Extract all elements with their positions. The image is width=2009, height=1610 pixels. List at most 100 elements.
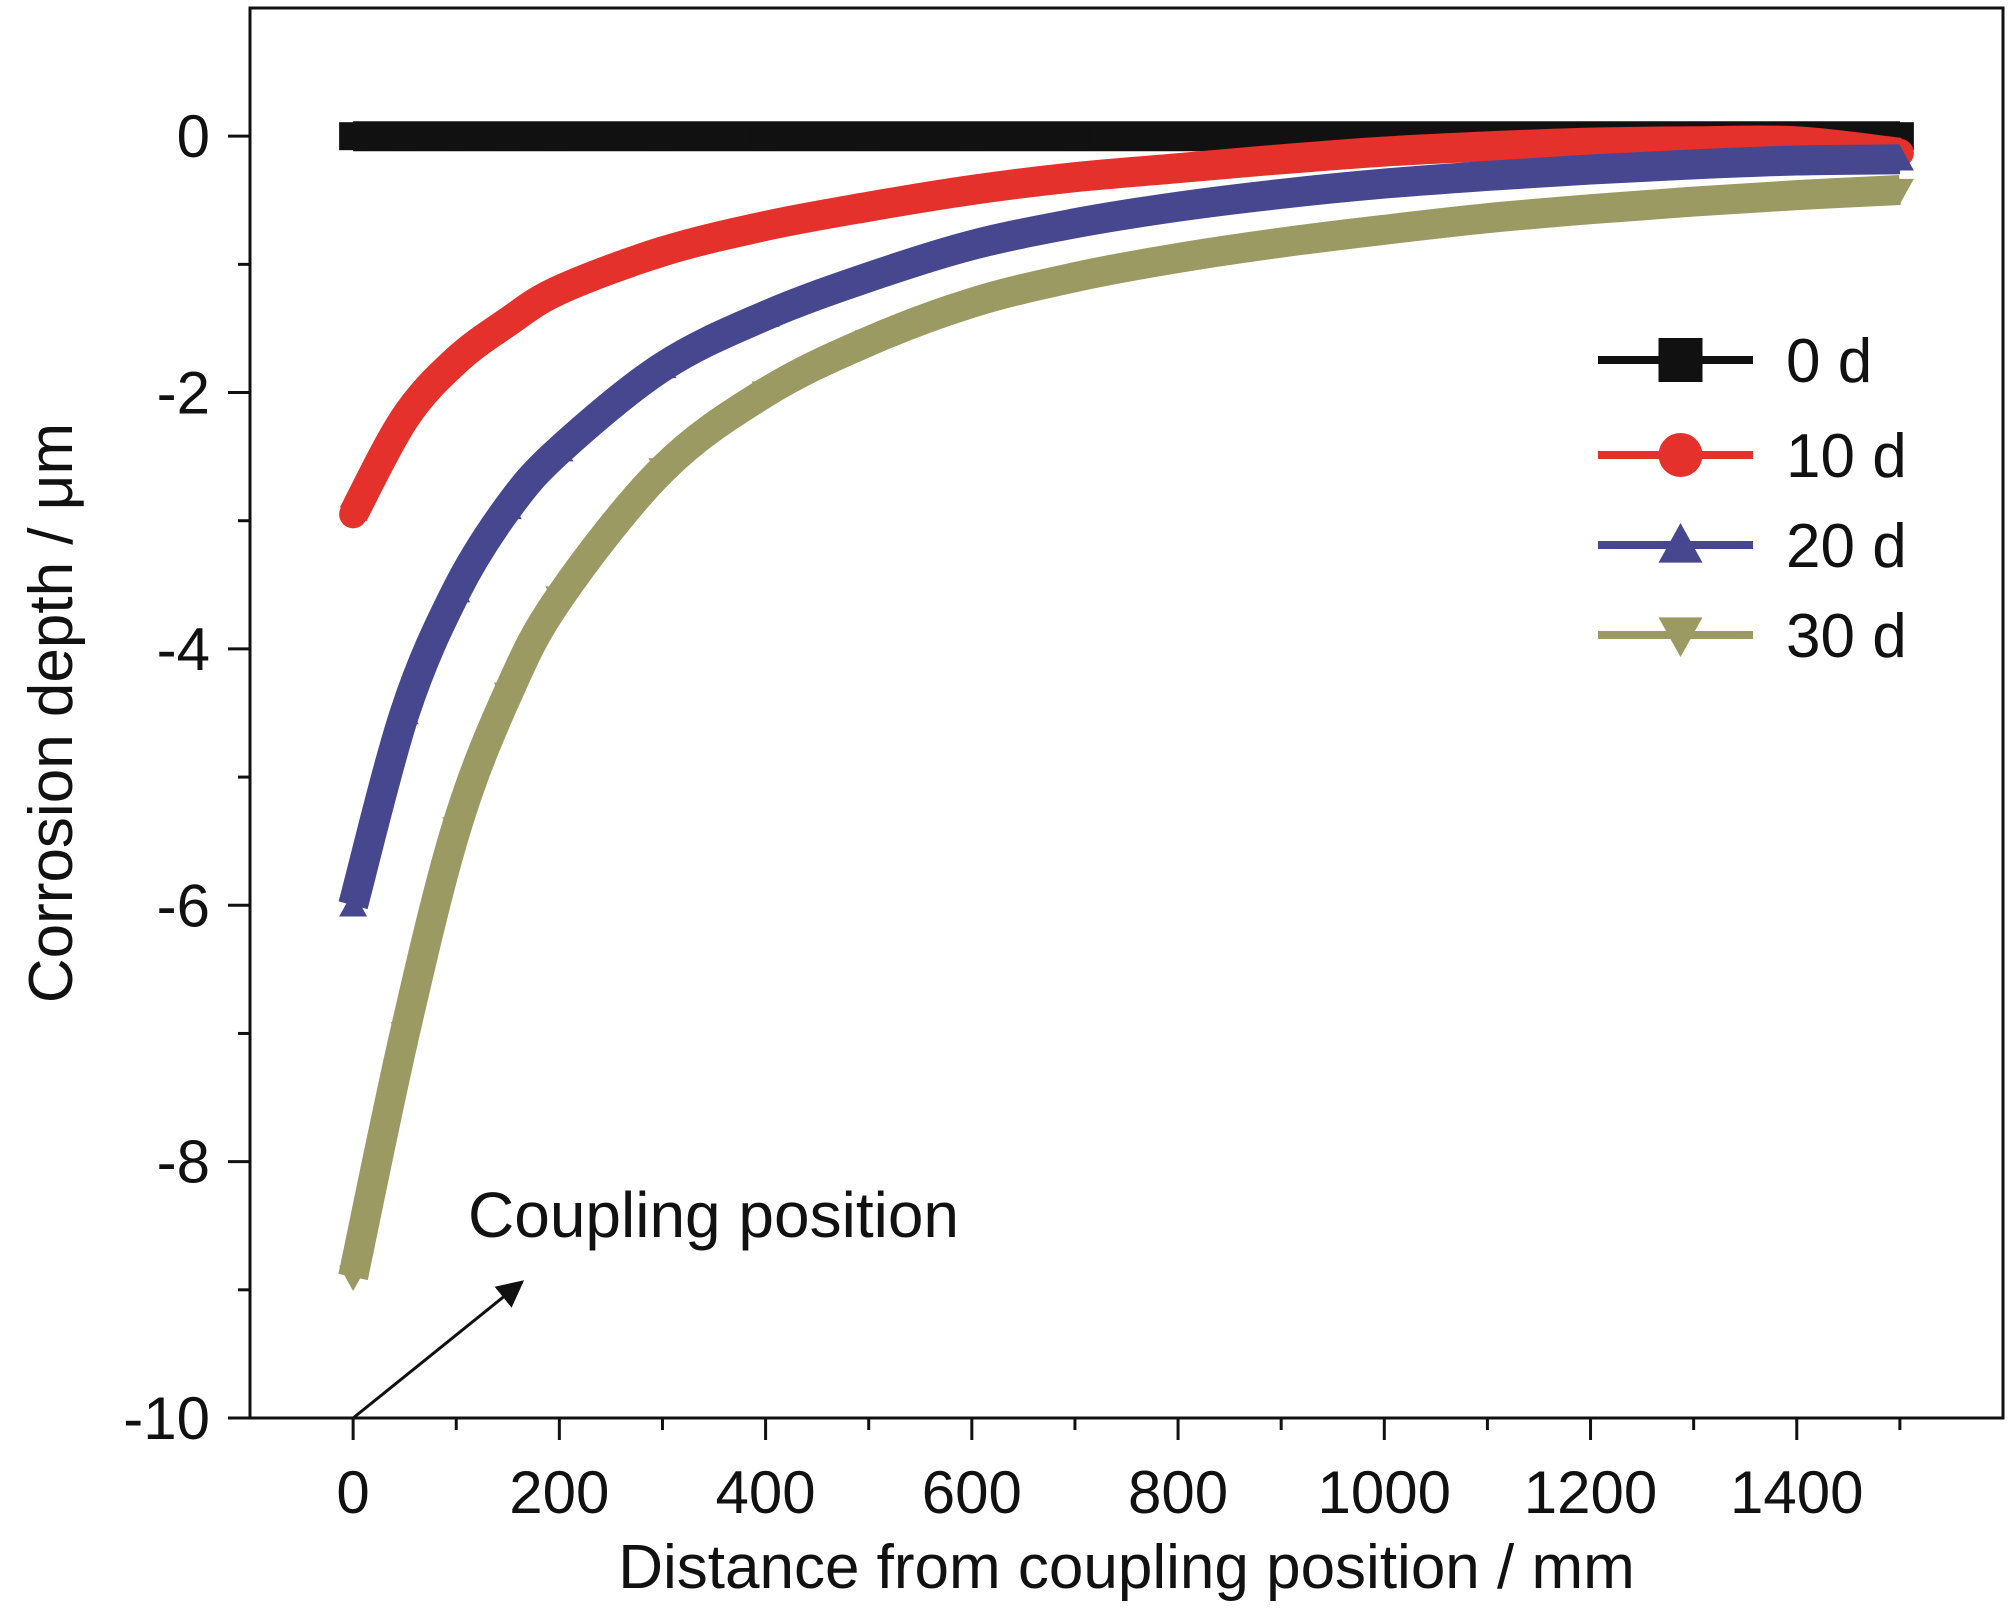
data-point bbox=[1164, 246, 1193, 272]
data-point bbox=[339, 1265, 368, 1291]
data-point bbox=[1679, 127, 1708, 156]
x-tick-label: 0 bbox=[336, 1459, 369, 1526]
x-tick-label: 1200 bbox=[1524, 1459, 1657, 1526]
data-point bbox=[1370, 218, 1399, 244]
plot-frame bbox=[248, 6, 2005, 1420]
data-point bbox=[493, 493, 522, 520]
data-point bbox=[1267, 179, 1296, 206]
data-point bbox=[1473, 207, 1502, 233]
data-point bbox=[854, 263, 883, 289]
data-point bbox=[1782, 183, 1811, 210]
y-tick-label: -2 bbox=[157, 360, 210, 427]
y-axis-title: Corrosion depth / μm bbox=[17, 423, 86, 1003]
x-tick-label: 200 bbox=[509, 1459, 609, 1526]
annotation-text: Coupling position bbox=[468, 1179, 959, 1251]
data-point bbox=[854, 330, 883, 356]
data-point bbox=[442, 577, 471, 603]
data-point bbox=[957, 291, 986, 317]
data-point bbox=[1679, 190, 1708, 216]
data-point bbox=[493, 308, 522, 337]
data-point bbox=[751, 381, 780, 407]
data-point bbox=[1576, 128, 1605, 157]
data-point bbox=[854, 192, 883, 221]
legend-item: 20 d bbox=[1598, 512, 1907, 581]
x-tick-label: 800 bbox=[1128, 1459, 1228, 1526]
y-tick-label: 0 bbox=[177, 103, 210, 170]
y-tick-label: -10 bbox=[123, 1385, 210, 1452]
data-point bbox=[1060, 122, 1089, 151]
legend-label: 10 d bbox=[1786, 422, 1907, 491]
data-point bbox=[1473, 161, 1502, 188]
data-point bbox=[545, 586, 574, 612]
data-point bbox=[648, 122, 677, 151]
data-point bbox=[545, 276, 574, 304]
data-point bbox=[1885, 178, 1914, 205]
data-point bbox=[1782, 146, 1811, 172]
data-point bbox=[1267, 145, 1296, 174]
data-point bbox=[1060, 209, 1089, 235]
data-point bbox=[442, 346, 471, 375]
data-point bbox=[545, 436, 574, 462]
legend-item: 0 d bbox=[1598, 327, 1872, 396]
data-point bbox=[648, 458, 677, 484]
annotation-arrow bbox=[352, 1280, 525, 1420]
legend-marker bbox=[1658, 523, 1703, 563]
data-point bbox=[1885, 145, 1914, 171]
data-point bbox=[957, 176, 986, 205]
x-tick-label: 600 bbox=[922, 1459, 1022, 1526]
data-point bbox=[1473, 132, 1502, 161]
data-point bbox=[1370, 169, 1399, 195]
data-point bbox=[442, 122, 471, 151]
axes: 0 200 400 600 800 1000 1200 1400 0 -2 -4 -6 -8 -10 bbox=[123, 6, 2005, 1526]
legend: 0 d 10 d 20 d 30 d bbox=[1598, 327, 1907, 671]
legend-item: 30 d bbox=[1598, 602, 1907, 671]
data-point bbox=[493, 122, 522, 151]
data-point bbox=[493, 682, 522, 708]
legend-label: 0 d bbox=[1786, 327, 1872, 396]
data-point bbox=[957, 122, 986, 151]
data-point bbox=[1164, 122, 1193, 151]
data-point bbox=[854, 122, 883, 151]
annotation: Coupling position bbox=[352, 1179, 959, 1420]
data-point bbox=[648, 237, 677, 266]
data-point bbox=[1267, 231, 1296, 257]
data-point bbox=[1576, 155, 1605, 181]
x-tick-label: 1400 bbox=[1730, 1459, 1863, 1526]
y-tick-label: -4 bbox=[157, 616, 210, 683]
legend-marker bbox=[1658, 433, 1703, 477]
data-point bbox=[390, 404, 419, 433]
data-point bbox=[390, 122, 419, 151]
x-axis-title: Distance from coupling position / mm bbox=[618, 1533, 1635, 1602]
data-point bbox=[339, 122, 368, 151]
data-point bbox=[390, 1022, 419, 1048]
legend-label: 20 d bbox=[1786, 512, 1907, 581]
data-point bbox=[1060, 265, 1089, 292]
series-30-d bbox=[338, 175, 1914, 1291]
data-point bbox=[545, 122, 574, 151]
legend-marker bbox=[1658, 338, 1703, 382]
data-point bbox=[1576, 198, 1605, 224]
data-point bbox=[339, 891, 368, 917]
data-point bbox=[1370, 137, 1399, 166]
data-point bbox=[339, 500, 368, 529]
data-point bbox=[390, 699, 419, 725]
x-tick-label: 400 bbox=[716, 1459, 816, 1526]
data-point bbox=[1060, 163, 1089, 192]
data-point bbox=[751, 122, 780, 151]
data-point bbox=[648, 352, 677, 379]
series-20-d bbox=[338, 144, 1914, 917]
legend-item: 10 d bbox=[1598, 422, 1907, 491]
data-point bbox=[1164, 154, 1193, 183]
data-point bbox=[751, 211, 780, 240]
y-tick-label: -8 bbox=[157, 1129, 210, 1196]
data-point bbox=[957, 231, 986, 257]
legend-marker bbox=[1658, 617, 1703, 657]
y-tick-label: -6 bbox=[157, 872, 210, 939]
data-point bbox=[751, 301, 780, 327]
data-point bbox=[1679, 150, 1708, 176]
legend-label: 30 d bbox=[1786, 602, 1907, 671]
plot-area bbox=[338, 121, 1914, 1291]
x-tick-label: 1000 bbox=[1318, 1459, 1451, 1526]
